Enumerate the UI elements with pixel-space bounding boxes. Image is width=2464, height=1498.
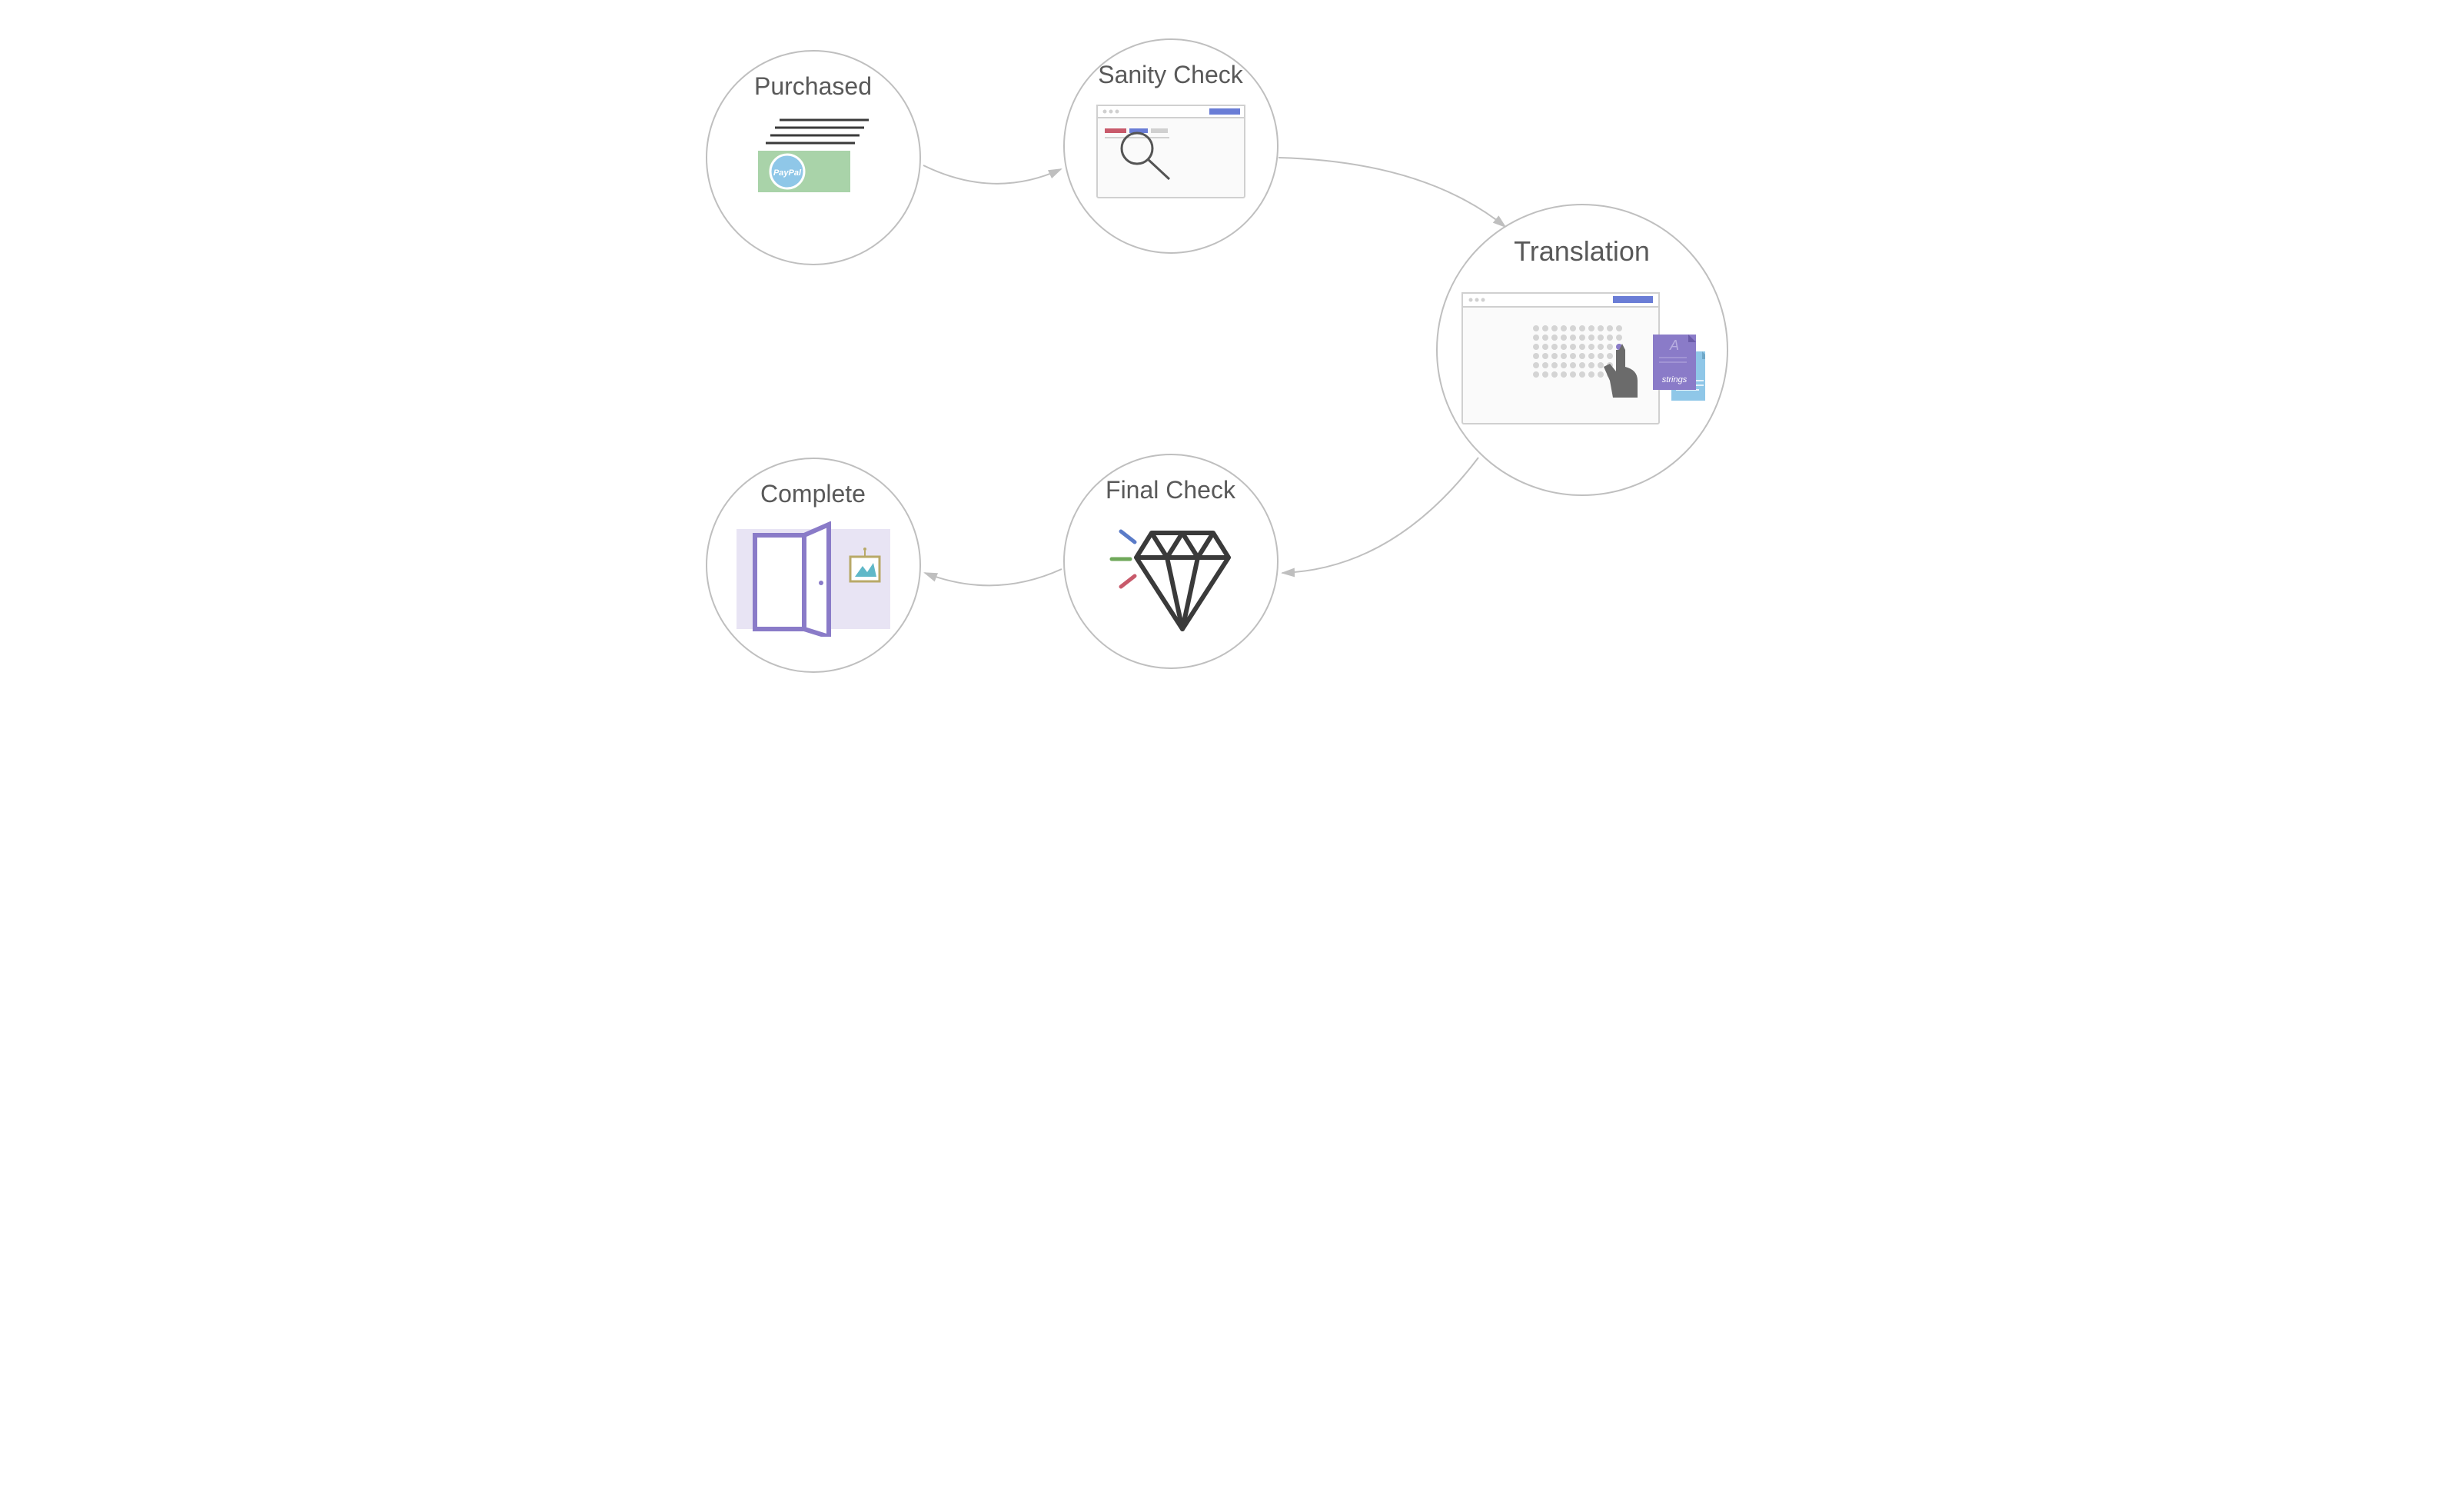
- edge-final-complete: [925, 569, 1062, 585]
- browser-magnifier-icon: [1094, 102, 1248, 202]
- svg-text:A: A: [1668, 338, 1678, 353]
- node-label-purchased: Purchased: [754, 73, 872, 100]
- node-sanity-check: Sanity Check: [1063, 38, 1279, 254]
- node-label-sanity: Sanity Check: [1098, 62, 1243, 88]
- node-label-complete: Complete: [760, 481, 866, 508]
- node-translation: Translation: [1436, 204, 1728, 496]
- paypal-money-icon: PayPal: [752, 114, 875, 198]
- edge-sanity-translation: [1279, 158, 1505, 227]
- edge-translation-final: [1282, 458, 1478, 573]
- flow-diagram: Purchased PayPal Sanity Check: [663, 0, 1801, 692]
- node-label-final: Final Check: [1106, 477, 1235, 504]
- diamond-sparkle-icon: [1106, 518, 1236, 633]
- open-door-icon: [737, 521, 890, 637]
- node-complete: Complete: [706, 458, 921, 673]
- edge-purchased-sanity: [923, 165, 1061, 184]
- node-label-translation: Translation: [1514, 236, 1650, 267]
- browser-hand-files-icon: A strings: [1459, 290, 1705, 444]
- node-final-check: Final Check: [1063, 454, 1279, 669]
- node-purchased: Purchased PayPal: [706, 50, 921, 265]
- svg-text:strings: strings: [1661, 375, 1687, 384]
- svg-text:PayPal: PayPal: [773, 168, 801, 178]
